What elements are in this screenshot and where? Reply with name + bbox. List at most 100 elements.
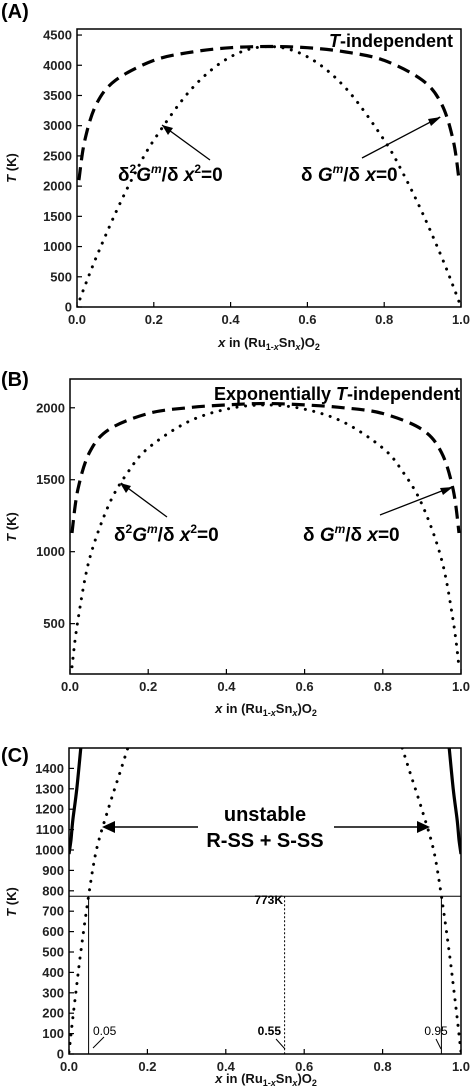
annotation-773k: 773K: [254, 893, 283, 907]
y-tick-label: 900: [42, 863, 64, 878]
series-line-dotted: [400, 748, 461, 1054]
y-ticks: 0 500 1000 1500 2000 2500 3000 3500 4000 4500: [43, 28, 82, 315]
pointer-line: [92, 1036, 105, 1049]
annotation-unstable: unstable: [224, 804, 306, 826]
arrow-head: [428, 117, 441, 126]
y-ticks: 0 100 200 300 400 500 600 700 800 900 1000 1100 1200…: [35, 761, 74, 1062]
title-part: -independent: [340, 31, 453, 51]
x-tick-label: 0.6: [298, 312, 316, 327]
x-tick-label: 0.4: [217, 1059, 236, 1074]
title-part: T: [329, 31, 342, 51]
y-axis-title: T (K): [4, 512, 19, 542]
arrow-head: [162, 125, 173, 135]
annotation-binodal: δ Gm/δ x=0: [301, 162, 398, 186]
panel-c: (C) 0.0 0.2 0.4 0.6 0.8 1.0 0 100 200 300 400 500 6…: [1, 745, 470, 1088]
arrow-line: [379, 486, 453, 516]
x-tick-label: 0.2: [138, 1059, 156, 1074]
chart-title: Exponentially T-independent: [214, 384, 460, 404]
plot-frame: [76, 28, 462, 308]
y-tick-label: 1500: [36, 472, 65, 487]
y-tick-label: 3500: [43, 88, 72, 103]
x-ticks: 0.0 0.2 0.4 0.6 0.8 1.0: [68, 302, 470, 327]
y-tick-label: 200: [42, 1006, 64, 1021]
x-tick-label: 0.2: [139, 679, 157, 694]
series-line-dotted: [69, 748, 130, 1054]
annotation-binodal: δ Gm/δ x=0: [303, 522, 400, 546]
x-tick-label: 0.0: [61, 679, 79, 694]
pointer-line: [435, 1038, 442, 1050]
title-part: -independent: [347, 384, 460, 404]
y-tick-label: 4500: [43, 28, 72, 43]
x-tick-label: 0.4: [217, 679, 236, 694]
series-line-solid: [69, 748, 83, 855]
y-axis-title: T (K): [4, 887, 19, 917]
series-group: [77, 44, 461, 307]
x-ticks: 0.0 0.2 0.4 0.6 0.8 1.0: [61, 669, 470, 694]
x-tick-label: 1.0: [452, 679, 470, 694]
y-tick-label: 500: [42, 945, 64, 960]
y-tick-label: 4000: [43, 58, 72, 73]
title-part: Exponentially: [214, 384, 336, 404]
x-ticks: 0.0 0.2 0.4 0.6 0.8 1.0: [60, 1049, 470, 1074]
y-tick-label: 300: [42, 985, 64, 1000]
y-tick-label: 100: [42, 1026, 64, 1041]
plot-frame: [69, 378, 462, 675]
annotation-055: 0.55: [258, 1024, 282, 1038]
panel-a: (A) 0.0 0.2 0.4 0.6 0.8 1.0 0 500 1000 1500 2000 2…: [1, 1, 470, 352]
y-ticks: 500 1000 1500 2000: [36, 400, 75, 631]
y-tick-label: 2000: [36, 400, 65, 415]
panel-b: (B) 0.0 0.2 0.4 0.6 0.8 1.0 500 1000 1500 2000 x…: [1, 369, 470, 718]
y-tick-label: 800: [42, 883, 64, 898]
panel-label: (B): [1, 369, 29, 391]
arrow-head: [102, 821, 115, 833]
arrow-head: [120, 483, 131, 493]
series-line-solid: [447, 748, 461, 855]
x-tick-label: 1.0: [452, 1059, 470, 1074]
x-tick-label: 0.8: [374, 1059, 392, 1074]
x-axis-title: x in (Ru1-xSnx)O2: [214, 1071, 317, 1088]
series-line-dashed: [70, 401, 461, 534]
x-tick-label: 0.8: [374, 679, 392, 694]
x-tick-label: 0.6: [296, 679, 314, 694]
y-tick-label: 1100: [36, 822, 64, 837]
x-axis-title: x in (Ru1-xSnx)O2: [217, 335, 320, 352]
series-line-dotted: [70, 403, 461, 669]
y-tick-label: 500: [50, 269, 72, 284]
y-tick-label: 1400: [35, 761, 64, 776]
annotation-spinodal: δ2Gm/δ x2=0: [114, 522, 219, 546]
annotation-spinodal: δ2Gm/δ x2=0: [118, 162, 223, 186]
x-tick-label: 0.0: [68, 312, 86, 327]
x-axis-title: x in (Ru1-xSnx)O2: [214, 701, 317, 718]
y-tick-label: 1300: [35, 781, 64, 796]
plot-frame: [68, 747, 462, 1055]
x-tick-label: 0.0: [60, 1059, 78, 1074]
y-tick-label: 0: [57, 1047, 64, 1062]
arrow-head: [440, 487, 453, 495]
x-tick-label: 0.2: [145, 312, 163, 327]
y-tick-label: 3000: [43, 118, 72, 133]
pointer-line: [275, 1038, 286, 1050]
annotation-095: 0.95: [424, 1024, 448, 1038]
series-group: [70, 401, 461, 669]
y-tick-label: 600: [42, 924, 64, 939]
title-part: T: [336, 384, 349, 404]
y-tick-label: 1000: [36, 544, 65, 559]
x-tick-label: 1.0: [452, 312, 470, 327]
arrow-head: [417, 821, 430, 833]
x-tick-label: 0.4: [222, 312, 241, 327]
panel-label: (A): [1, 1, 29, 23]
y-tick-label: 1200: [35, 802, 64, 817]
annotation-005: 0.05: [93, 1024, 117, 1038]
series-line-dashed: [77, 44, 461, 181]
y-tick-label: 1000: [35, 843, 64, 858]
series-line-dotted: [77, 44, 461, 307]
y-tick-label: 1000: [43, 239, 72, 254]
annotation-phases: R-SS + S-SS: [206, 830, 323, 852]
y-tick-label: 0: [65, 300, 72, 315]
panel-label: (C): [1, 745, 29, 767]
y-tick-label: 700: [42, 904, 64, 919]
y-tick-label: 500: [43, 616, 65, 631]
x-tick-label: 0.6: [295, 1059, 313, 1074]
series-group: [69, 748, 461, 1054]
